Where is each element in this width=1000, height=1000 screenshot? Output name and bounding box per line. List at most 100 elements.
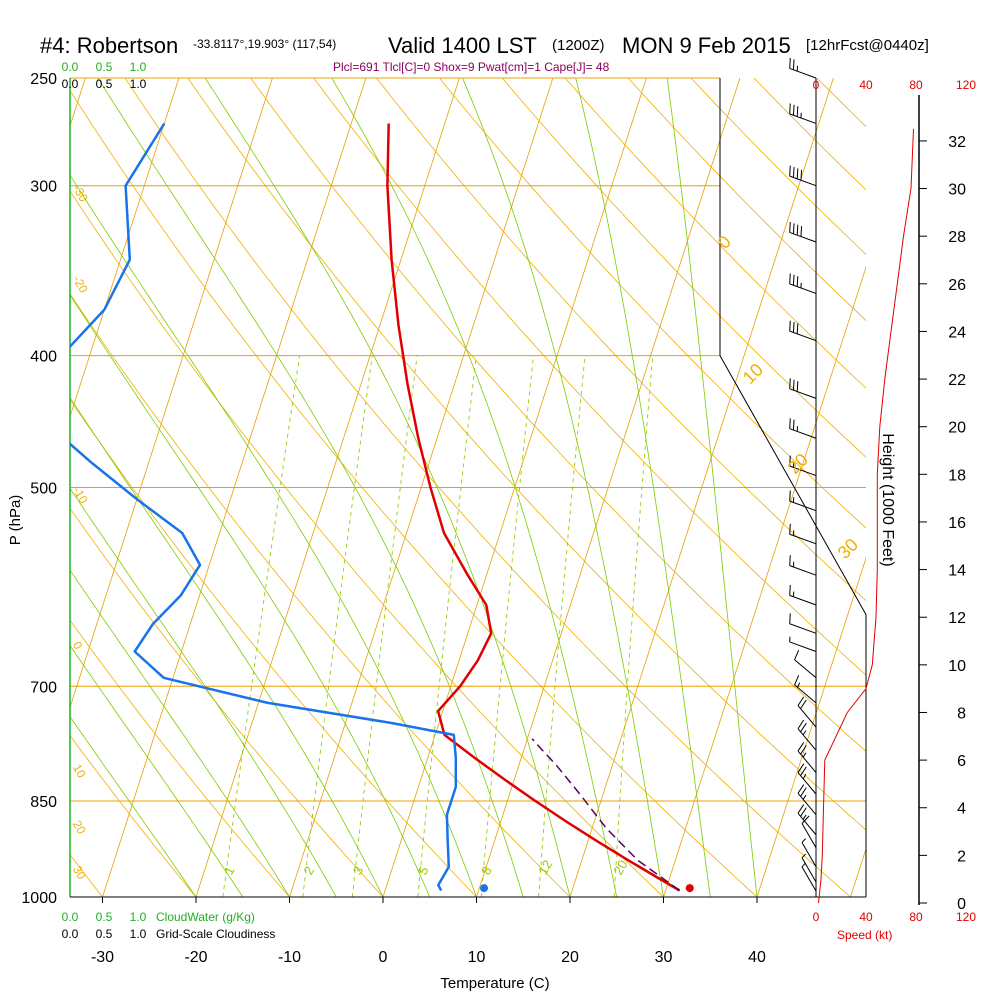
barb-staff bbox=[797, 812, 817, 836]
barb-staff bbox=[789, 330, 817, 342]
barb-staff bbox=[797, 750, 817, 773]
barb-staff bbox=[794, 659, 817, 679]
barb-staff bbox=[797, 728, 817, 751]
wind-barb bbox=[789, 378, 817, 399]
wind-barb bbox=[797, 696, 817, 728]
pressure-tick-label: 700 bbox=[30, 679, 57, 696]
barb-flag bbox=[789, 584, 791, 596]
cloudiness-tick-bottom: 0.5 bbox=[96, 927, 113, 941]
cloudwater-tick-top: 0.5 bbox=[96, 60, 113, 74]
wind-barb bbox=[801, 862, 817, 892]
wind-barb bbox=[789, 273, 817, 294]
barb-flag bbox=[796, 106, 799, 117]
barb-flag bbox=[792, 322, 795, 333]
barb-half-flag bbox=[802, 814, 807, 820]
dry-adiabat bbox=[70, 398, 477, 897]
barb-half-flag bbox=[802, 774, 807, 779]
barb-staff bbox=[789, 565, 817, 576]
barb-staff bbox=[789, 500, 817, 512]
speed-tick-bottom: 40 bbox=[859, 910, 873, 924]
barb-flag bbox=[794, 649, 800, 660]
barb-flag bbox=[796, 168, 799, 179]
barb-staff bbox=[794, 684, 817, 704]
barb-flag bbox=[800, 766, 807, 776]
cloudwater-tick-bottom: 1.0 bbox=[130, 910, 147, 924]
height-tick-label: 20 bbox=[948, 420, 966, 437]
barb-staff bbox=[797, 705, 817, 728]
cloudiness-tick-bottom: 0.0 bbox=[62, 927, 79, 941]
forecast-date: MON 9 Feb 2015 bbox=[622, 33, 791, 58]
barb-flag bbox=[796, 323, 799, 334]
surface-dewpoint-dot bbox=[480, 884, 489, 893]
barb-staff bbox=[789, 388, 817, 399]
wind-barb bbox=[789, 165, 817, 187]
barb-half-flag bbox=[802, 794, 807, 800]
moist-adiabat bbox=[97, 78, 524, 897]
speed-tick-bottom: 120 bbox=[956, 910, 976, 924]
speed-tick-bottom: 80 bbox=[909, 910, 923, 924]
barb-flag bbox=[789, 165, 791, 177]
height-tick-label: 8 bbox=[957, 705, 966, 722]
moist-adiabat bbox=[666, 78, 758, 897]
station-title: #4: Robertson bbox=[40, 33, 178, 58]
wind-barb bbox=[801, 853, 817, 883]
dry-adiabat bbox=[70, 190, 664, 897]
dry-adiabat bbox=[501, 78, 866, 458]
dry-adiabat bbox=[375, 78, 866, 602]
barb-flag bbox=[797, 696, 805, 706]
barb-flag bbox=[792, 379, 795, 391]
barb-flag bbox=[789, 273, 791, 284]
barb-flag bbox=[789, 490, 791, 502]
x-axis-title: Temperature (C) bbox=[440, 975, 549, 992]
height-tick-label: 26 bbox=[948, 277, 966, 294]
wind-barb bbox=[789, 418, 817, 439]
barb-flag bbox=[792, 167, 795, 178]
wind-barb bbox=[801, 815, 817, 848]
barb-staff bbox=[801, 866, 817, 892]
pressure-tick-label: 400 bbox=[30, 349, 57, 366]
wind-barb bbox=[797, 742, 817, 773]
barb-half-flag bbox=[802, 752, 807, 758]
barb-staff bbox=[789, 67, 817, 79]
pressure-tick-label: 250 bbox=[30, 71, 57, 88]
barb-staff bbox=[789, 113, 817, 124]
temperature-tick-label: -30 bbox=[91, 949, 114, 966]
pressure-tick-label: 500 bbox=[30, 481, 57, 498]
wind-barb bbox=[797, 719, 817, 751]
plot-frame bbox=[69, 77, 920, 905]
wind-barb bbox=[789, 523, 817, 545]
barb-staff bbox=[797, 792, 817, 816]
cloudiness-tick-bottom: 1.0 bbox=[130, 927, 147, 941]
barb-flag bbox=[801, 815, 810, 824]
wind-barb bbox=[794, 649, 817, 679]
wind-barb bbox=[789, 636, 817, 652]
mixing-ratio-label: 20 bbox=[610, 857, 630, 877]
barb-flag bbox=[789, 57, 791, 69]
barb-half-flag bbox=[801, 838, 806, 843]
dry-adiabat bbox=[438, 78, 866, 529]
cloudwater-tick-top: 1.0 bbox=[130, 60, 147, 74]
isotherm bbox=[756, 556, 866, 897]
speed-tick-top: 120 bbox=[956, 78, 976, 92]
barb-staff bbox=[789, 465, 817, 477]
utc-time: (1200Z) bbox=[552, 37, 605, 54]
barb-flag bbox=[797, 804, 805, 814]
speed-tick-top: 40 bbox=[859, 78, 873, 92]
barb-flag bbox=[796, 276, 799, 287]
height-tick-label: 32 bbox=[948, 134, 966, 151]
station-coords: -33.8117°,19.903° (117,54) bbox=[193, 37, 336, 51]
dry-adiabat bbox=[124, 78, 851, 897]
barb-flag bbox=[792, 223, 795, 234]
barb-staff bbox=[789, 175, 817, 187]
barb-staff bbox=[801, 823, 817, 848]
wind-barb bbox=[797, 784, 817, 816]
surface-temperature-dot bbox=[685, 884, 694, 893]
barb-flag bbox=[789, 613, 791, 624]
wind-barb bbox=[797, 763, 817, 795]
dry-adiabat bbox=[627, 78, 866, 322]
barb-staff bbox=[789, 428, 817, 439]
moist-adiabat-label: 10 bbox=[70, 762, 89, 781]
moist-adiabat-label: 30 bbox=[70, 863, 89, 882]
dry-adiabat bbox=[187, 78, 866, 831]
valid-time: Valid 1400 LST bbox=[388, 33, 537, 58]
